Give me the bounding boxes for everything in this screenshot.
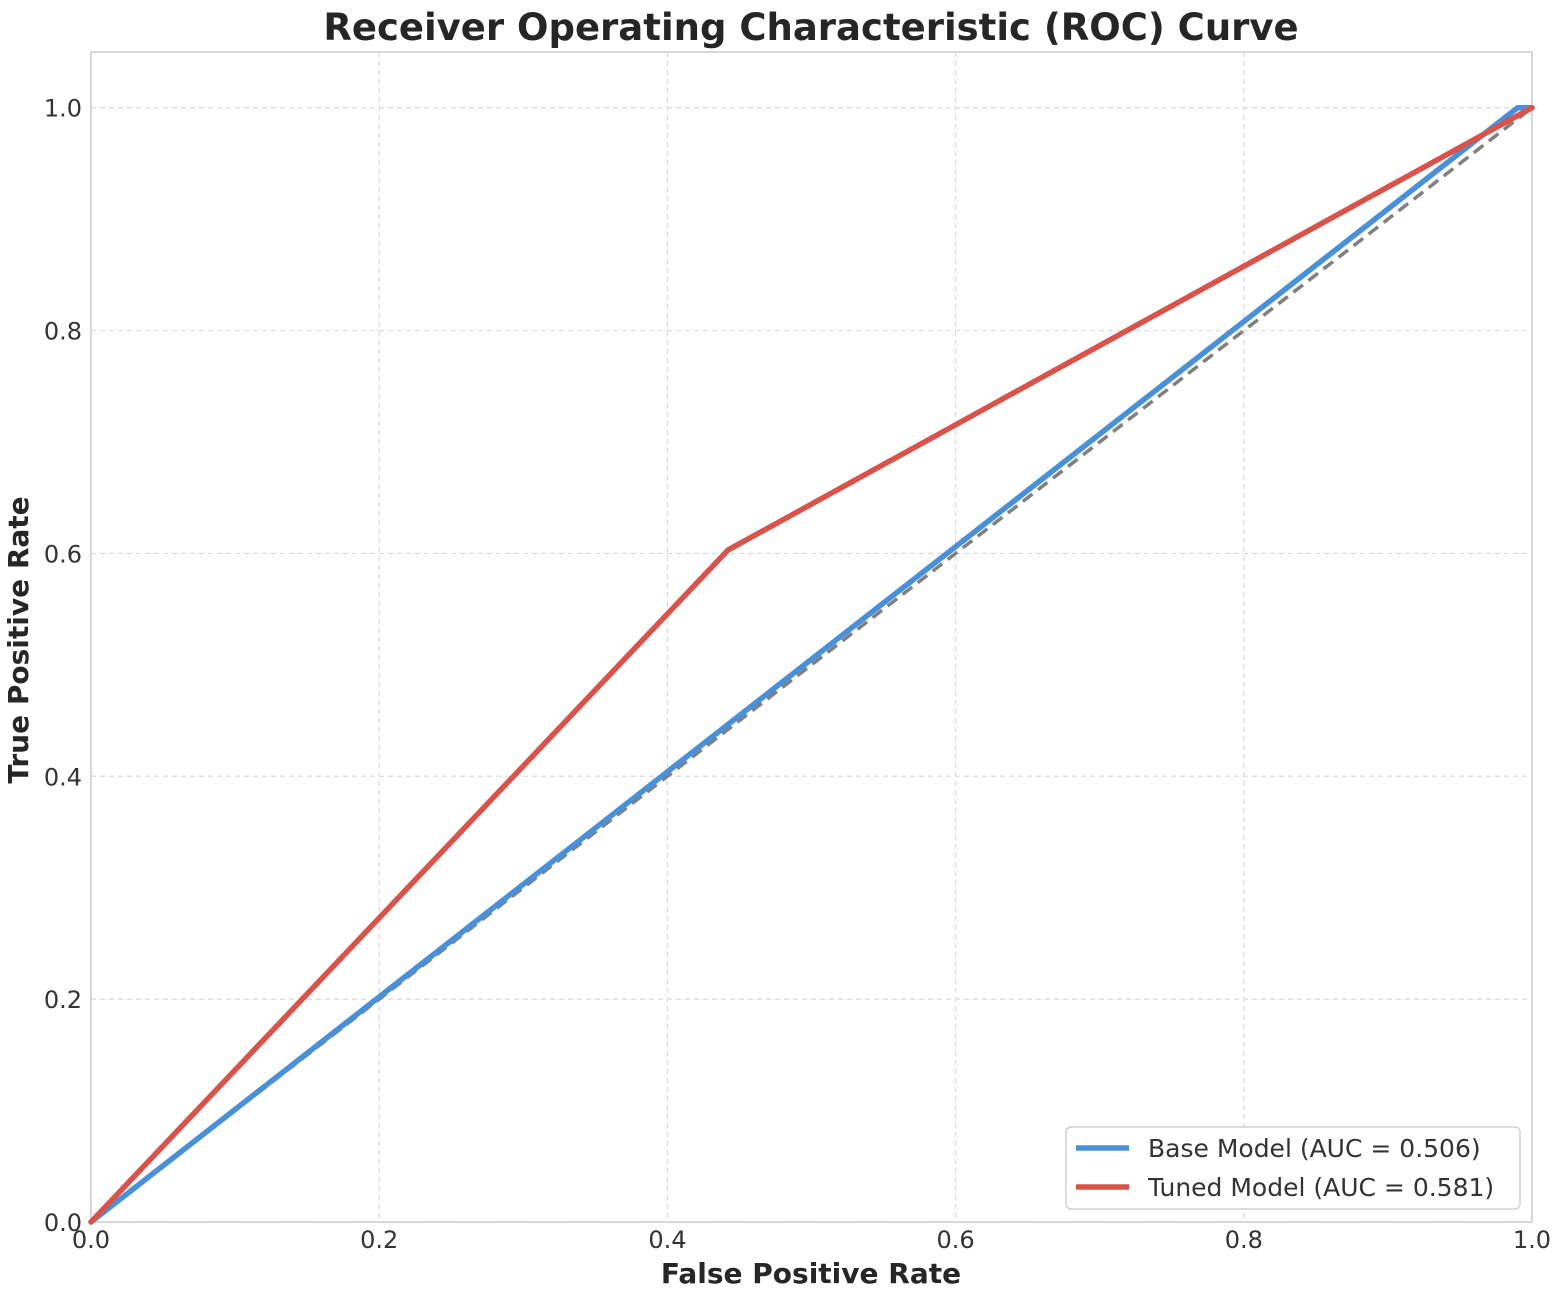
x-tick-label: 0.8 xyxy=(1225,1226,1263,1254)
y-tick-labels: 0.0 0.2 0.4 0.6 0.8 1.0 xyxy=(44,95,82,1237)
x-tick-label: 1.0 xyxy=(1513,1226,1551,1254)
y-tick-label: 0.0 xyxy=(44,1209,82,1237)
x-tick-label: 0.4 xyxy=(648,1226,686,1254)
tuned-model-roc-line xyxy=(88,104,1535,1225)
y-tick-label: 0.6 xyxy=(44,540,82,568)
legend: Base Model (AUC = 0.506) Tuned Model (AUC… xyxy=(1065,1126,1521,1210)
y-axis-label: True Positive Rate xyxy=(2,496,35,783)
x-tick-labels: 0.0 0.2 0.4 0.6 0.8 1.0 xyxy=(72,1226,1551,1254)
x-tick-label: 0.0 xyxy=(72,1226,110,1254)
y-tick-label: 0.8 xyxy=(44,318,82,346)
x-axis-label: False Positive Rate xyxy=(661,1257,961,1290)
series-layer xyxy=(88,104,1535,1225)
x-tick-label: 0.2 xyxy=(360,1226,398,1254)
y-tick-label: 0.2 xyxy=(44,986,82,1014)
legend-label-tuned-model: Tuned Model (AUC = 0.581) xyxy=(1147,1173,1494,1202)
chart-title: Receiver Operating Characteristic (ROC) … xyxy=(323,6,1298,49)
x-tick-label: 0.6 xyxy=(937,1226,975,1254)
legend-box xyxy=(1065,1126,1521,1210)
y-tick-label: 1.0 xyxy=(44,95,82,123)
plot-frame xyxy=(90,51,1533,1223)
legend-label-base-model: Base Model (AUC = 0.506) xyxy=(1148,1134,1481,1163)
y-tick-label: 0.4 xyxy=(44,763,82,791)
